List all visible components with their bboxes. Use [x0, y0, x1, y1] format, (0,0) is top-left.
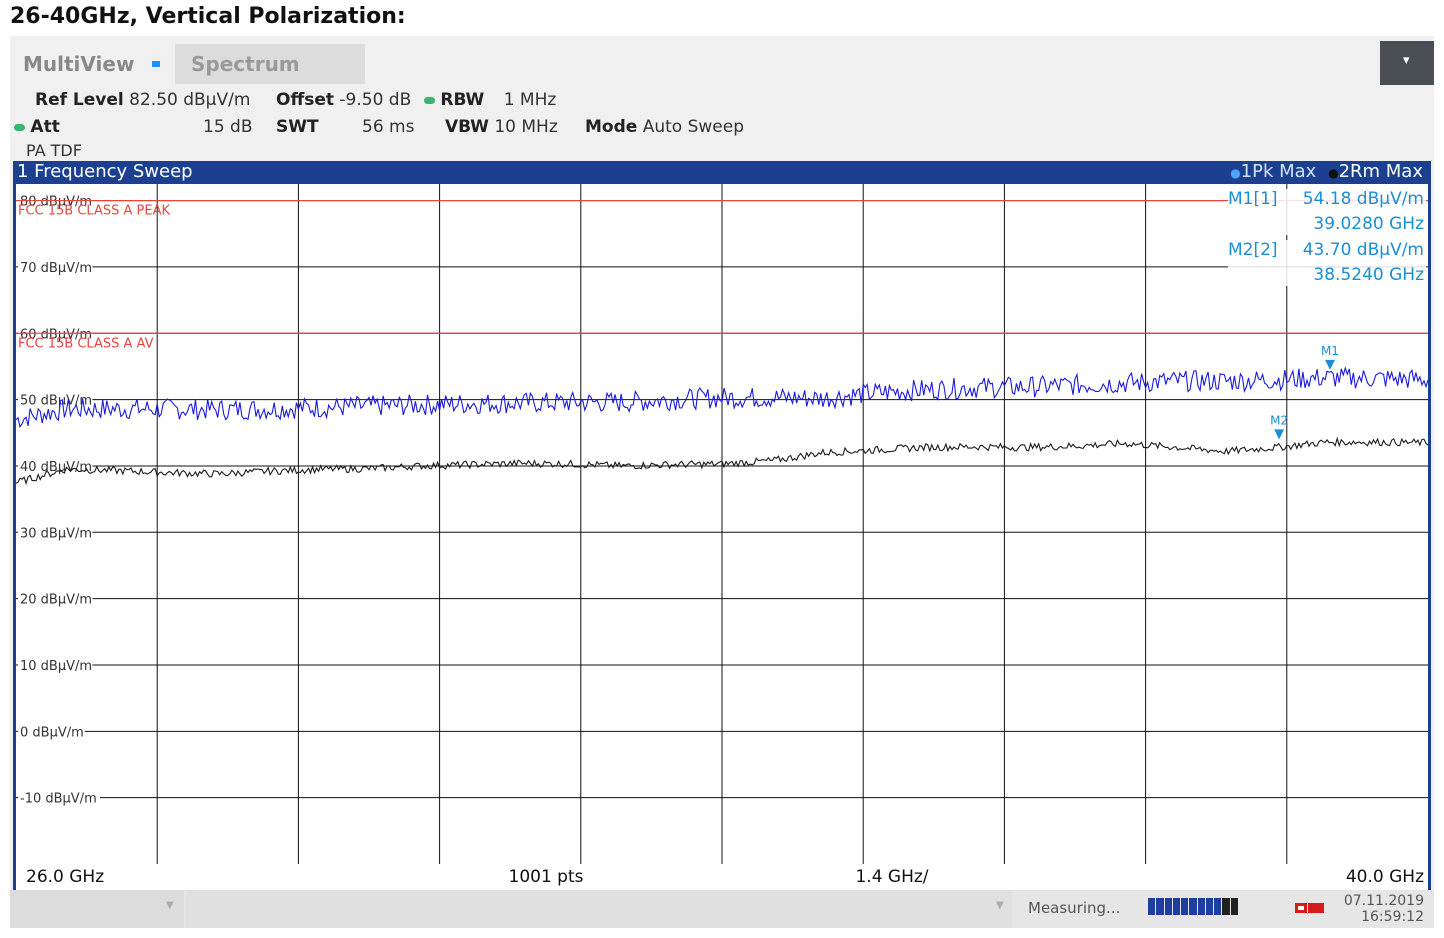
status-bar: ▼ ▼ Measuring... 07.11.2019 16:59:12 — [10, 890, 1434, 928]
multiview-indicator-icon — [152, 61, 160, 67]
y-tick-label: 0 dBµV/m — [20, 725, 84, 740]
mode-value: Auto Sweep — [642, 117, 744, 137]
marker-readout-value: 54.18 dBµV/m — [1303, 189, 1424, 209]
trace1-legend-label: 1Pk Max — [1240, 161, 1317, 182]
y-tick-label: 50 dBµV/m — [20, 394, 92, 409]
chevron-down-icon: ▾ — [1403, 53, 1410, 68]
marker-readout-frequency: 39.0280 GHz — [1313, 214, 1424, 234]
marker-readout-bg — [1228, 189, 1426, 235]
swt-value: 56 ms — [362, 117, 415, 137]
y-tick-label-bg — [18, 523, 93, 541]
ref-level-setting[interactable]: Ref Level 82.50 dBµV/m — [35, 90, 250, 110]
marker-triangle-icon — [1274, 429, 1285, 440]
y-tick-label-bg — [18, 257, 93, 275]
chevron-down-icon: ▼ — [996, 900, 1004, 911]
y-tick-label: 20 dBµV/m — [20, 593, 92, 608]
spectrum-chart[interactable]: 80 dBµV/m 70 dBµV/m 60 dBµV/m 50 dBµV/m 40 d… — [16, 184, 1428, 900]
mode-setting[interactable]: Mode Auto Sweep — [585, 117, 744, 137]
x-start-label: 26.0 GHz — [26, 867, 104, 887]
y-tick-label-bg — [18, 788, 100, 806]
rbw-setting[interactable]: RBW 1 MHz — [424, 90, 556, 110]
y-tick-label-bg — [18, 456, 93, 474]
trace2-legend-label: 2Rm Max — [1338, 161, 1423, 182]
marker-label: M2 — [1270, 413, 1288, 427]
trace1-dot-icon: ● — [1230, 166, 1241, 180]
swt-label: SWT — [276, 117, 319, 137]
transducer-label: PA TDF — [26, 141, 82, 160]
x-stop-label: 40.0 GHz — [1346, 867, 1424, 887]
tab-spectrum-label: Spectrum — [191, 52, 300, 76]
y-tick-label-bg — [18, 390, 93, 408]
limit-line-label: FCC 15B CLASS A AV — [18, 336, 154, 351]
vbw-label: VBW — [445, 117, 489, 137]
vbw-value: 10 MHz — [494, 117, 558, 137]
marker-readout-label: M1[1] — [1228, 189, 1278, 209]
y-tick-label: 70 dBµV/m — [20, 261, 92, 276]
y-tick-label-bg — [18, 722, 85, 740]
mode-label: Mode — [585, 117, 638, 137]
y-tick-label-bg — [18, 655, 93, 673]
analyzer-window: MultiView Spectrum ▾ Ref Level 82.50 dBµ… — [10, 36, 1434, 928]
y-tick-label: 80 dBµV/m — [20, 195, 92, 210]
y-tick-label: 10 dBµV/m — [20, 659, 92, 674]
limit-line-label: FCC 15B CLASS A PEAK — [18, 204, 170, 219]
y-tick-label: -10 dBµV/m — [20, 792, 97, 807]
datetime: 07.11.2019 16:59:12 — [1332, 893, 1424, 925]
y-tick-label-bg — [18, 589, 93, 607]
att-setting[interactable]: Att — [14, 117, 60, 137]
trace-1pk-max — [16, 366, 1428, 429]
status-left-panel[interactable]: ▼ — [10, 890, 184, 928]
tab-spectrum[interactable]: Spectrum — [175, 44, 365, 84]
sweep-title-bar[interactable]: 1 Frequency Sweep ●1Pk Max ●2Rm Max — [13, 161, 1431, 183]
offset-label: Offset — [276, 90, 334, 110]
marker-triangle-icon — [1324, 359, 1335, 370]
ref-level-value: 82.50 dBµV/m — [129, 90, 251, 110]
sweep-title: 1 Frequency Sweep — [17, 161, 193, 182]
span-per-division-label: 1.4 GHz/ — [855, 867, 928, 887]
tab-multiview[interactable]: MultiView — [10, 44, 174, 84]
marker-label: M1 — [1321, 344, 1339, 358]
y-tick-label: 30 dBµV/m — [20, 526, 92, 541]
offset-value: -9.50 dB — [339, 90, 412, 110]
vbw-setting[interactable]: VBW 10 MHz — [445, 117, 558, 137]
status-date: 07.11.2019 — [1343, 893, 1424, 909]
offset-setting[interactable]: Offset -9.50 dB — [276, 90, 411, 110]
marker-readout-frequency: 38.5240 GHz — [1313, 265, 1424, 285]
window-dropdown-button[interactable]: ▾ — [1380, 41, 1434, 85]
rbw-coupled-dot-icon — [424, 96, 435, 104]
chevron-down-icon: ▼ — [166, 900, 174, 911]
att-coupled-dot-icon — [14, 123, 25, 131]
tab-multiview-label: MultiView — [23, 52, 135, 76]
progress-bar-icon — [1148, 898, 1238, 915]
trace-legend: ●1Pk Max ●2Rm Max — [1230, 161, 1423, 182]
status-time: 16:59:12 — [1361, 909, 1424, 925]
swt-setting[interactable]: SWT — [276, 117, 319, 137]
att-label: Att — [30, 117, 60, 137]
marker-readout-value: 43.70 dBµV/m — [1303, 240, 1424, 260]
measuring-status: Measuring... — [1028, 899, 1121, 917]
rohde-schwarz-logo-icon — [1295, 903, 1324, 913]
document-title: 26-40GHz, Vertical Polarization: — [10, 4, 406, 29]
ref-level-label: Ref Level — [35, 90, 124, 110]
y-tick-label: 60 dBµV/m — [20, 327, 92, 342]
trace2-dot-icon: ● — [1328, 166, 1339, 180]
status-message-panel[interactable]: ▼ — [186, 890, 1012, 928]
y-tick-label: 40 dBµV/m — [20, 460, 92, 475]
att-value: 15 dB — [203, 117, 253, 137]
marker-readout-bg — [1228, 240, 1426, 286]
rbw-value: 1 MHz — [503, 90, 557, 110]
rbw-label: RBW — [440, 90, 485, 110]
trace-2rm-max — [16, 436, 1428, 486]
marker-readout-label: M2[2] — [1228, 240, 1278, 260]
sweep-points-label: 1001 pts — [509, 867, 584, 887]
